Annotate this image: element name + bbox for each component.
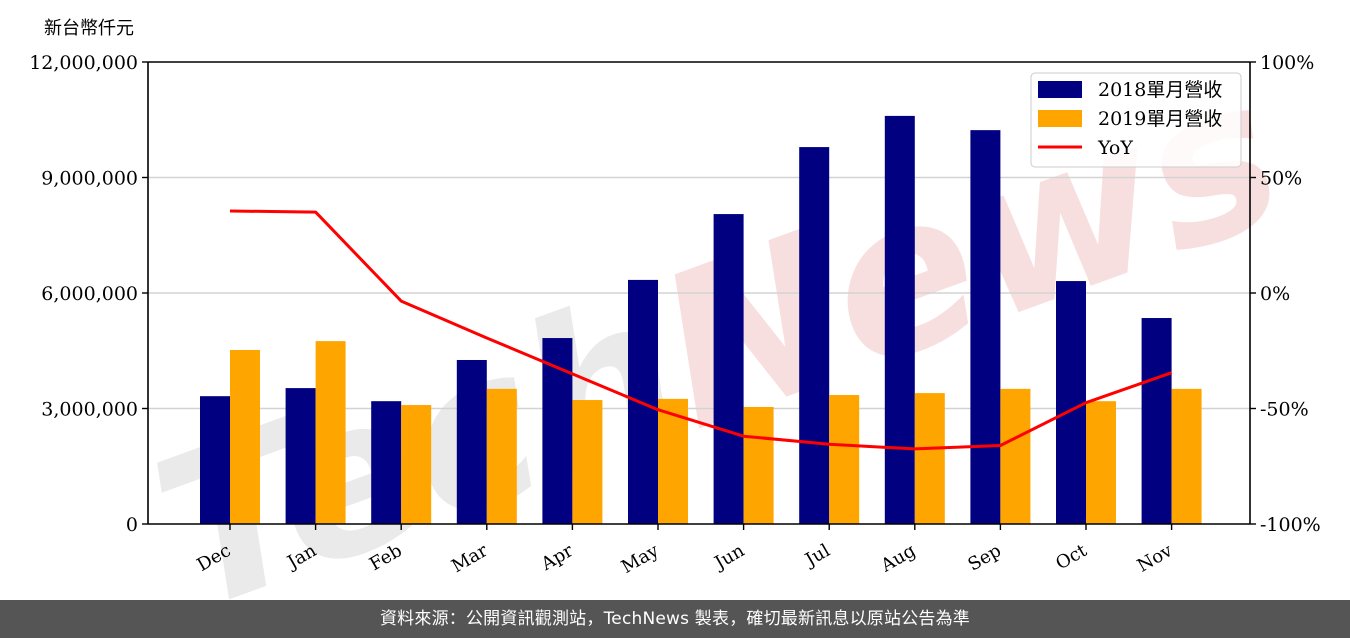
- bar-2018-apr: [542, 338, 573, 524]
- bar-2018-oct: [1056, 281, 1086, 524]
- legend-box: [1030, 72, 1242, 168]
- bar-2018-mar: [456, 359, 487, 524]
- legend-label: 2019單月營收: [1098, 108, 1222, 130]
- y-tick-label: 0: [126, 514, 138, 536]
- y2-tick-label: 0%: [1260, 283, 1290, 305]
- bars: [200, 115, 1202, 525]
- bar-line-chart: TechNews 03,000,0006,000,0009,000,00012,…: [29, 29, 1321, 600]
- bar-2019-dec: [230, 349, 260, 524]
- bar-2018-dec: [200, 396, 230, 524]
- bar-2019-mar: [486, 388, 517, 524]
- x-tick-label-oct: Oct: [1052, 540, 1091, 575]
- chart-container: 新台幣仟元 TechNews 03,000,0006,000,0009,000,…: [29, 18, 1321, 600]
- legend-swatch: [1038, 110, 1082, 127]
- y2-tick-label: -100%: [1260, 514, 1321, 536]
- bar-2018-jan: [285, 388, 316, 524]
- y2-tick-label: 100%: [1260, 52, 1314, 74]
- bar-2019-oct: [1086, 401, 1116, 524]
- legend-label: 2018單月營收: [1098, 79, 1222, 101]
- bar-2018-jul: [799, 147, 830, 524]
- bar-2018-nov: [1141, 318, 1172, 524]
- yoy-line: [229, 209, 1173, 451]
- bar-2019-nov: [1171, 388, 1202, 524]
- y2-tick-label: 50%: [1260, 168, 1302, 190]
- x-tick-label-aug: Aug: [877, 540, 920, 577]
- bar-2019-jan: [315, 341, 346, 524]
- x-tick-label-nov: Nov: [1134, 540, 1177, 577]
- bar-2019-feb: [401, 405, 432, 524]
- legend-label: YoY: [1097, 137, 1133, 159]
- y-tick-label: 9,000,000: [41, 168, 138, 190]
- x-tick-label-jul: Jul: [800, 540, 834, 572]
- y-axis-unit-label: 新台幣仟元: [44, 18, 134, 39]
- bar-2018-sep: [970, 130, 1001, 524]
- x-tick-label-apr: Apr: [537, 540, 577, 575]
- bar-2019-aug: [914, 393, 945, 524]
- bar-2018-jun: [713, 214, 744, 524]
- x-tick-label-sep: Sep: [965, 540, 1005, 575]
- yoy-polyline: [229, 209, 1173, 451]
- bar-2018-aug: [884, 115, 915, 525]
- x-tick-label-may: May: [618, 540, 663, 578]
- bar-2019-may: [658, 398, 688, 524]
- legend-swatch: [1038, 81, 1082, 98]
- bar-2019-jun: [743, 406, 774, 524]
- y-tick-label: 6,000,000: [41, 283, 138, 305]
- bar-2019-sep: [1000, 388, 1031, 524]
- y-tick-label: 3,000,000: [41, 399, 138, 421]
- y2-tick-label: -50%: [1260, 399, 1309, 421]
- source-footer: 資料來源：公開資訊觀測站，TechNews 製表，確切最新訊息以原站公告為準: [0, 600, 1350, 638]
- bar-2019-jul: [829, 395, 860, 524]
- x-tick-label-jun: Jun: [710, 540, 749, 575]
- legend: 2018單月營收 2019單月營收 YoY: [1030, 72, 1242, 168]
- bar-2019-apr: [572, 400, 603, 524]
- bar-2018-feb: [371, 401, 402, 524]
- y-tick-label: 12,000,000: [29, 52, 138, 74]
